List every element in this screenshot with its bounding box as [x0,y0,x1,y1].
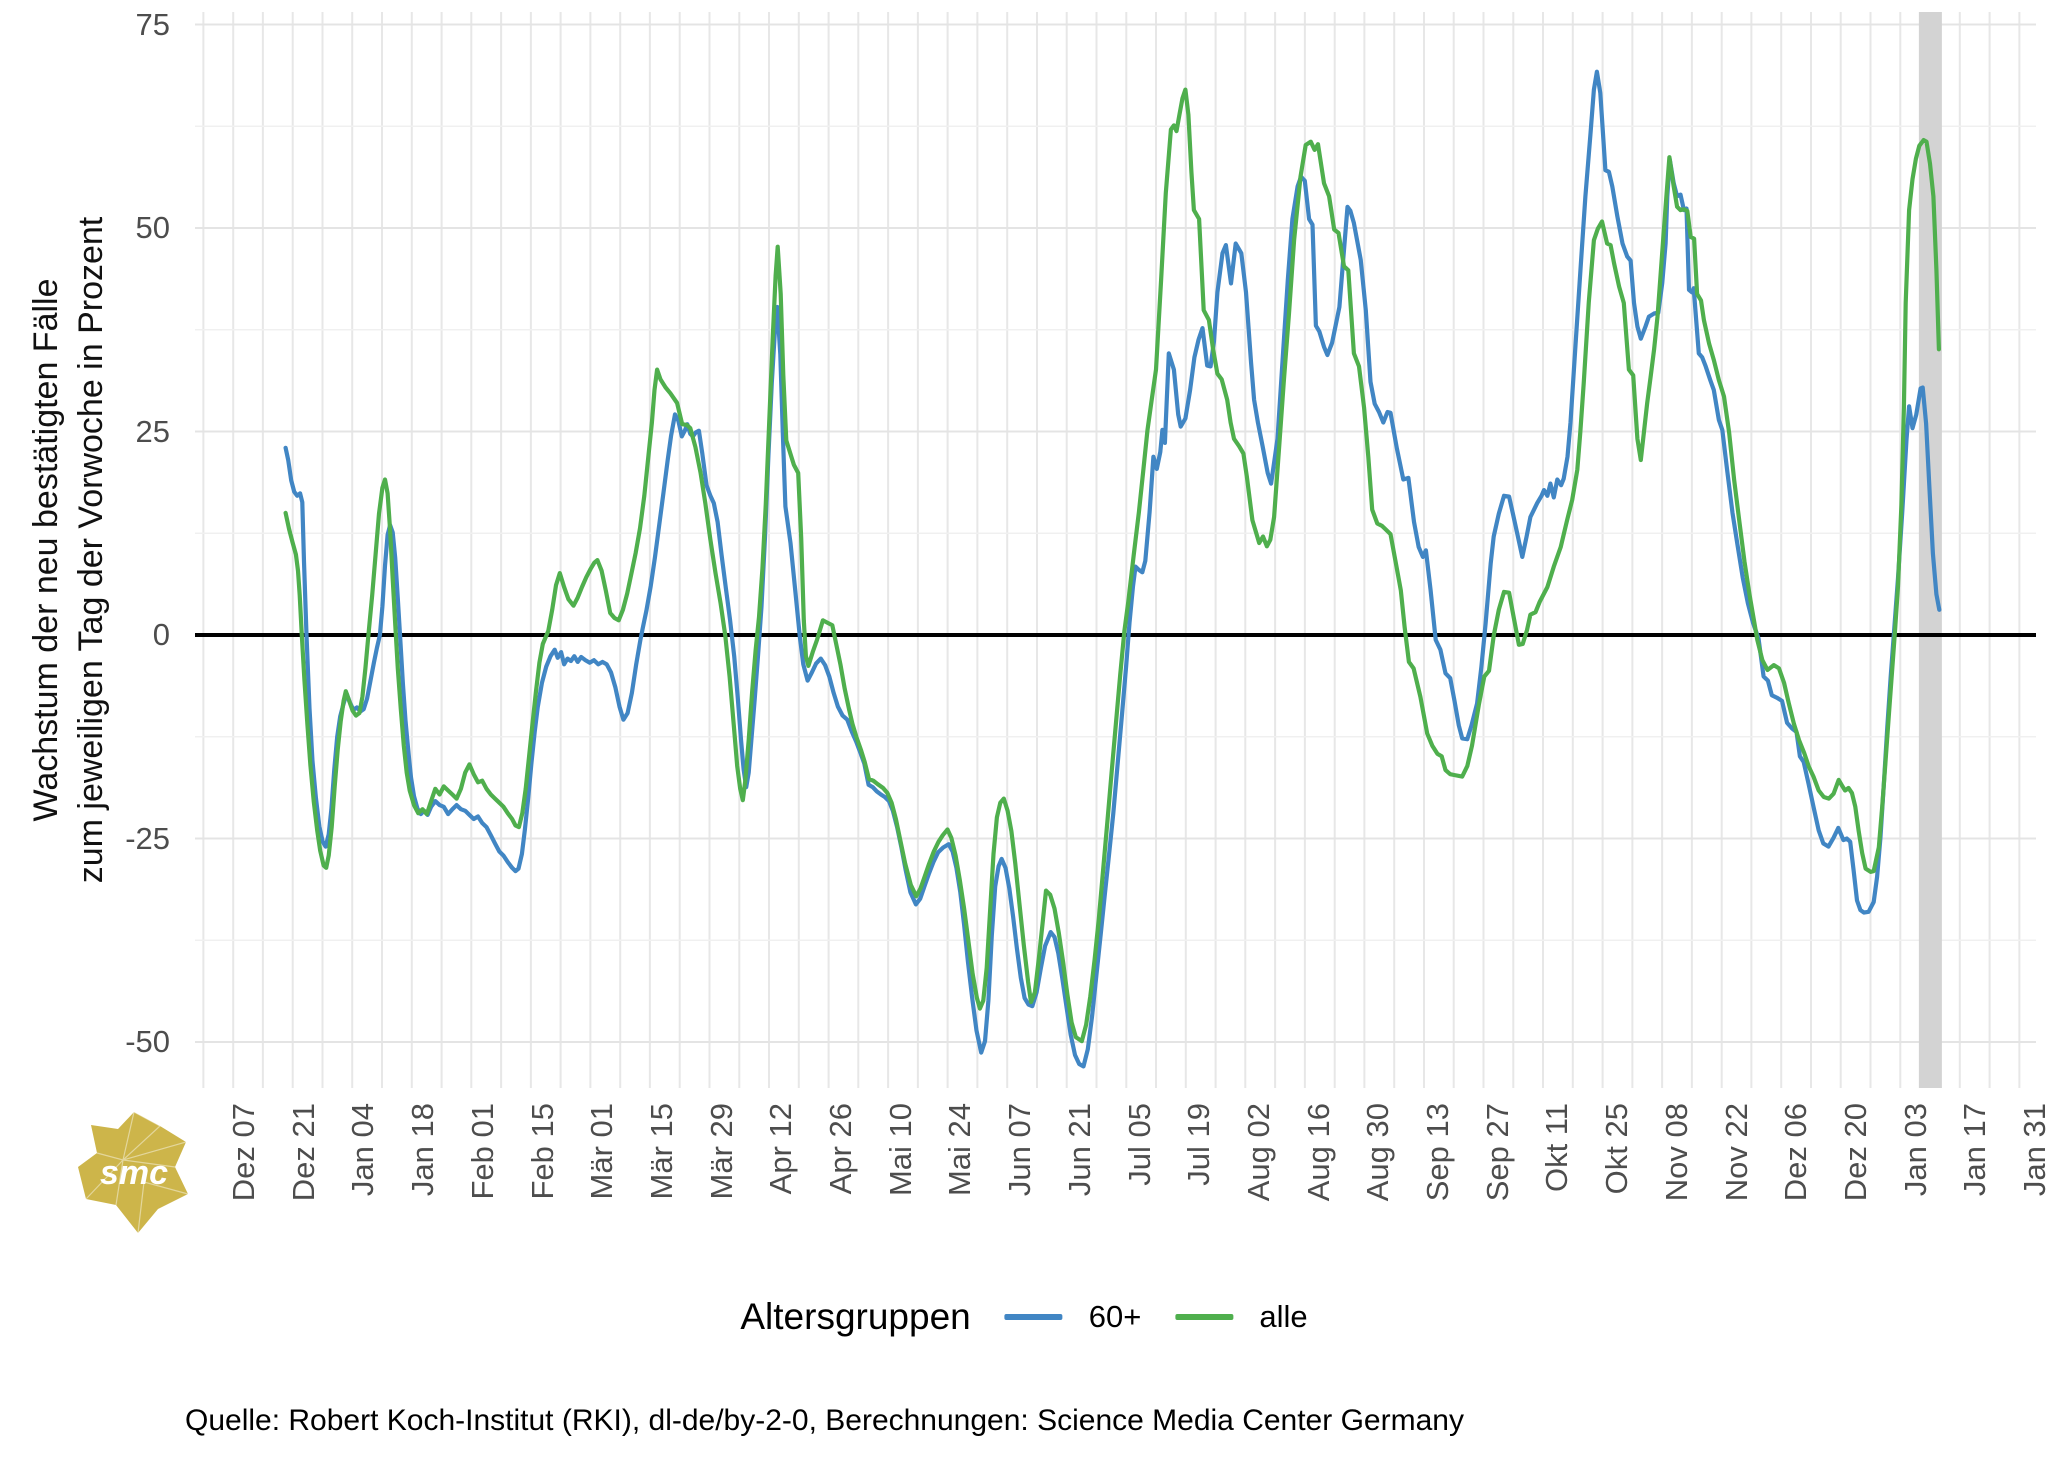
legend-line-60plus-icon [1004,1314,1063,1320]
x-tick-label: Sep 27 [1479,1103,1515,1202]
x-tick-label: Apr 26 [823,1103,858,1195]
x-tick-label: Jun 21 [1061,1103,1097,1197]
x-tick-label: Mai 10 [882,1103,918,1197]
x-tick-label: Dez 20 [1837,1103,1873,1202]
x-tick-label: Nov 22 [1718,1103,1754,1202]
smc-logo-text: smc [100,1154,168,1192]
x-tick-label: Feb 15 [524,1103,560,1200]
y-tick-label: 25 [135,413,170,449]
x-tick-label: Mai 24 [942,1103,978,1197]
x-tick-label: Sep 13 [1420,1103,1455,1202]
legend-item-alle: alle [1175,1299,1308,1335]
x-tick-label: Mär 01 [584,1103,620,1200]
y-axis-title-line1: Wachstum der neu bestätigten Fälle [27,278,65,822]
x-tick-label: Jan 04 [345,1103,381,1197]
x-tick-label: Nov 08 [1658,1103,1694,1202]
y-tick-label: 75 [135,6,170,42]
x-tick-label: Okt 11 [1539,1103,1575,1193]
y-tick-label: 0 [152,617,170,652]
x-tick-label: Aug 30 [1360,1103,1396,1202]
legend-item-60plus: 60+ [1004,1299,1142,1335]
y-tick-label: -50 [125,1024,170,1059]
y-axis-title-line2: zum jeweiligen Tag der Vorwoche in Proze… [72,216,110,884]
x-tick-label: Jan 03 [1897,1103,1933,1197]
x-tick-label: Jan 18 [405,1103,441,1197]
x-tick-label: Dez 21 [285,1103,321,1202]
x-tick-label: Mär 29 [703,1103,739,1200]
source-caption: Quelle: Robert Koch-Institut (RKI), dl-d… [185,1404,1464,1437]
x-tick-label: Dez 07 [226,1103,261,1202]
x-tick-label: Feb 01 [464,1103,500,1200]
x-tick-label: Mär 15 [643,1103,679,1200]
legend-label-alle: alle [1259,1299,1308,1334]
x-tick-label: Jun 07 [1002,1103,1038,1197]
legend-line-alle-icon [1175,1314,1234,1320]
x-tick-label: Aug 02 [1240,1103,1276,1202]
x-tick-label: Aug 16 [1300,1103,1336,1202]
legend-label-60plus: 60+ [1088,1299,1142,1334]
x-tick-label: Jul 19 [1181,1103,1217,1186]
smc-logo-icon: smc [78,1112,189,1234]
x-tick-label: Okt 25 [1599,1103,1635,1195]
legend: Altersgruppen 60+ alle [740,1296,1307,1338]
x-tick-label: Jul 05 [1121,1103,1157,1186]
series-line-alle [283,87,1941,1044]
x-tick-label: Dez 06 [1778,1103,1814,1202]
x-tick-label: Apr 12 [763,1103,799,1195]
y-tick-label: 50 [135,210,170,245]
x-tick-label: Jan 17 [1957,1103,1993,1197]
y-tick-label: -25 [125,820,170,856]
x-tick-label: Jan 31 [2017,1103,2048,1197]
legend-title: Altersgruppen [740,1296,971,1337]
